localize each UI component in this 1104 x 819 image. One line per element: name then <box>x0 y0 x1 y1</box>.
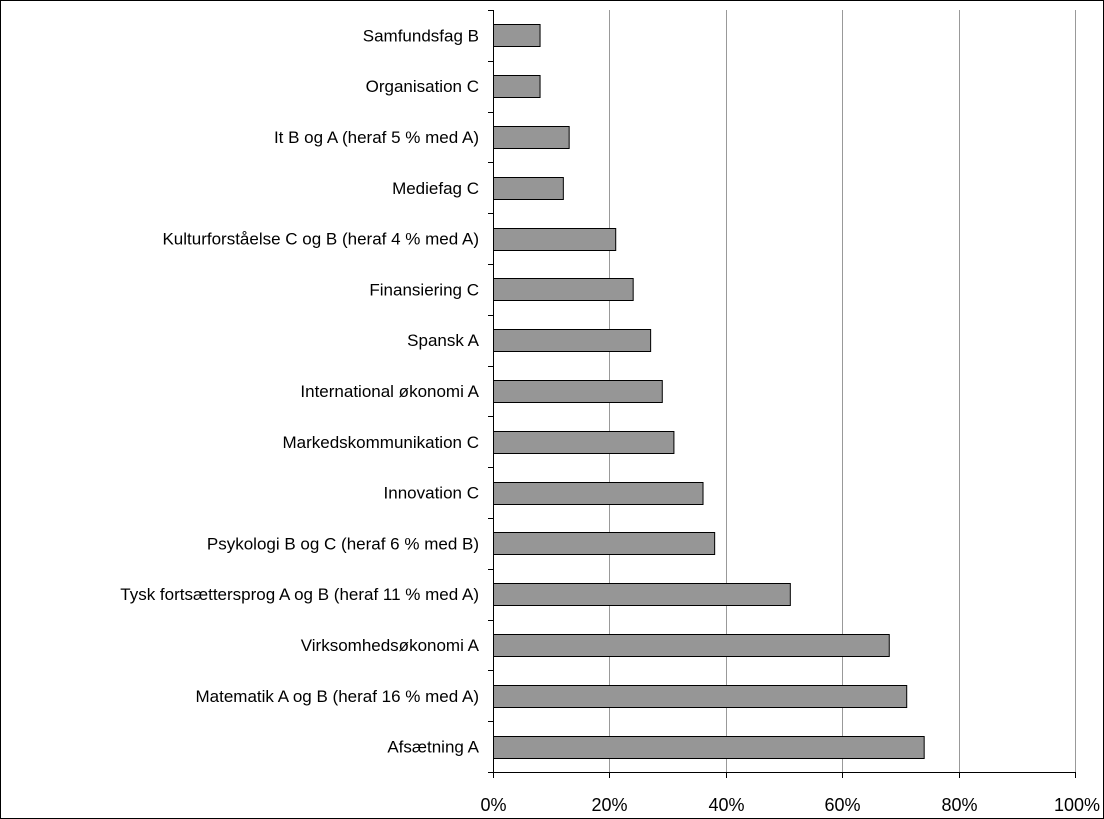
bar <box>493 228 617 251</box>
bar <box>493 380 663 403</box>
x-tick-label: 60% <box>824 795 860 815</box>
category-label: Tysk fortsættersprog A og B (heraf 11 % … <box>120 585 479 604</box>
x-tick-label: 20% <box>591 795 627 815</box>
grid-lines <box>609 10 1076 772</box>
x-tick-label: 40% <box>708 795 744 815</box>
bar <box>493 685 908 708</box>
bars <box>493 24 925 759</box>
category-label: Virksomhedsøkonomi A <box>301 636 480 655</box>
bar <box>493 634 890 657</box>
category-label: Matematik A og B (heraf 16 % med A) <box>196 687 479 706</box>
bar <box>493 278 634 301</box>
category-label: Mediefag C <box>392 179 479 198</box>
bar <box>493 177 564 200</box>
category-labels: Samfundsfag B Organisation C It B og A (he… <box>120 26 479 756</box>
category-label: Markedskommunikation C <box>282 433 479 452</box>
category-label: International økonomi A <box>300 382 479 401</box>
bar <box>493 75 541 98</box>
category-label: Samfundsfag B <box>363 26 479 45</box>
bar <box>493 329 652 352</box>
bar <box>493 532 716 555</box>
x-tick-label: 0% <box>480 795 506 815</box>
bar <box>493 431 675 454</box>
x-tick-label: 100% <box>1054 795 1100 815</box>
category-label: Kulturforståelse C og B (heraf 4 % med A… <box>162 230 479 249</box>
x-tick-label: 80% <box>941 795 977 815</box>
category-label: Organisation C <box>366 77 479 96</box>
category-label: It B og A (heraf 5 % med A) <box>274 128 479 147</box>
bar <box>493 482 704 505</box>
category-label: Psykologi B og C (heraf 6 % med B) <box>207 534 479 553</box>
category-label: Afsætning A <box>387 738 479 757</box>
category-label: Spansk A <box>407 331 479 350</box>
bar <box>493 583 791 606</box>
bar <box>493 736 925 759</box>
category-label: Finansiering C <box>369 280 479 299</box>
axes <box>488 10 1076 778</box>
category-label: Innovation C <box>384 484 479 503</box>
bar <box>493 24 541 47</box>
bar <box>493 126 570 149</box>
x-tick-labels: 0% 20% 40% 60% 80% 100% <box>480 795 1100 815</box>
